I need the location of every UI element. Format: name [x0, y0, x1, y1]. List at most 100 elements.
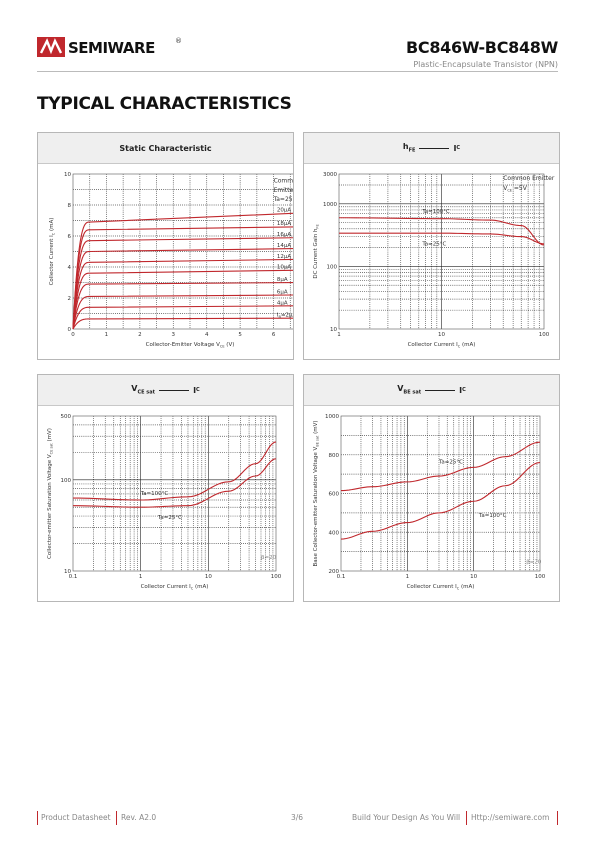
series-line — [339, 232, 545, 245]
title-dash — [425, 389, 456, 391]
x-axis-label: Collector Current IC (mA) — [408, 342, 476, 349]
x-tick-label: 4 — [205, 332, 209, 338]
x-tick-label: 100 — [539, 332, 550, 338]
y-tick-label: 100 — [327, 264, 338, 270]
y-tick-label: 600 — [329, 492, 340, 498]
x-tick-label: 5 — [238, 332, 242, 338]
x-axis-label: Collector-Emitter Voltage VCE (V) — [146, 342, 235, 349]
footer-accent-left — [37, 811, 38, 825]
y-tick-label: 6 — [68, 234, 72, 240]
series-line — [340, 461, 541, 540]
annotation-beta: β=20 — [526, 559, 542, 565]
footer-doc-type: Product Datasheet — [41, 813, 111, 822]
brand-logo: SEMIWARE ® — [37, 37, 182, 63]
x-tick-label: 1 — [139, 574, 143, 580]
y-tick-label: 8 — [68, 203, 72, 209]
series-line — [72, 305, 293, 330]
y-axis-label: Collector Current IC (mA) — [49, 218, 56, 286]
y-tick-label: 200 — [329, 569, 340, 575]
y-tick-label: 1000 — [325, 414, 339, 420]
series-label: 12μA — [277, 254, 291, 260]
annotation-common-emitter: Common Emitter — [503, 175, 555, 182]
chart-panel-static-characteristic: Static Characteristic 012345670246810Col… — [37, 132, 294, 360]
series-label: 10μA — [277, 265, 291, 271]
y-tick-label: 10 — [64, 569, 71, 575]
x-tick-label: 10 — [470, 574, 477, 580]
series-line — [338, 217, 545, 246]
annotation-beta: β=20 — [261, 555, 277, 561]
y-tick-label: 800 — [329, 453, 340, 459]
plot-frame — [72, 173, 293, 330]
x-axis-label: Collector Current IC (mA) — [141, 584, 209, 591]
y-tick-label: 10 — [64, 172, 71, 178]
plot-area: 0.1 1 10 100 10 100 500 Collector Current IC (m… — [47, 414, 282, 591]
footer-url[interactable]: Http://semiware.com — [471, 813, 550, 822]
chart-title-text: VCE sat — [131, 384, 156, 396]
title-dash — [419, 147, 450, 149]
y-tick-label: 100 — [61, 478, 72, 484]
series-line — [72, 458, 277, 508]
y-axis-label: Collector-emitter Saturation Voltage VCE… — [47, 428, 54, 559]
annotation-temperature: Ta=25°C — [273, 196, 293, 203]
series-label: Ta=25°C — [421, 242, 446, 248]
annotation-emitter: Emitter — [274, 187, 293, 194]
chart-title-text: hFE — [402, 142, 416, 154]
annotation-common: Common — [274, 178, 293, 185]
section-title: TYPICAL CHARACTERISTICS — [37, 94, 292, 114]
series-label: Ta=100°C — [421, 209, 450, 215]
plot-frame — [338, 173, 545, 330]
footer-accent — [466, 811, 467, 825]
annotation-vce: VCE =5V — [503, 185, 528, 193]
y-tick-label: 400 — [329, 530, 340, 536]
series-line — [72, 441, 277, 501]
brand-logo-icon — [37, 37, 65, 57]
x-tick-label: 100 — [535, 574, 546, 580]
x-tick-label: 1 — [337, 332, 341, 338]
x-tick-label: 1 — [406, 574, 410, 580]
series-label: 14μA — [277, 243, 291, 249]
series-line — [72, 282, 293, 330]
registered-mark: ® — [175, 37, 182, 45]
chart-title-text: Static Characteristic — [119, 143, 212, 153]
x-tick-label: 1 — [105, 332, 109, 338]
chart-vcesat-ic: 0.1 1 10 100 10 100 500 Collector Current IC (m… — [47, 414, 282, 591]
series-label: Ta=25°C — [157, 515, 182, 521]
series-label: IB=2μA — [277, 313, 293, 320]
series-line — [72, 258, 293, 330]
y-tick-label: 0 — [68, 327, 72, 333]
x-tick-label: 3 — [172, 332, 176, 338]
y-tick-label: 500 — [61, 414, 72, 420]
series-label: Ta=100°C — [140, 491, 169, 497]
x-tick-label: 0.1 — [69, 574, 78, 580]
series-label: 16μA — [277, 232, 291, 238]
series-line — [72, 317, 293, 330]
chart-vbesat-ic: 0.1 1 10 100 200 400 600 800 1000 Collector Curre… — [313, 414, 546, 591]
series-label: 4μA — [277, 300, 288, 306]
y-tick-label: 10 — [330, 327, 337, 333]
series-label: 8μA — [277, 277, 288, 283]
x-tick-label: 2 — [138, 332, 142, 338]
series-line — [72, 248, 293, 330]
footer-tagline: Build Your Design As You Will — [352, 813, 461, 822]
series-label: Ta=100°C — [478, 513, 507, 519]
x-tick-label: 10 — [205, 574, 212, 580]
y-tick-label: 3000 — [323, 172, 337, 178]
document-title: BC846W-BC848W — [406, 38, 558, 57]
series-label: 18μA — [277, 221, 291, 227]
x-tick-label: 0.1 — [337, 574, 346, 580]
title-dash — [159, 389, 190, 391]
series-label: Ta=25°C — [438, 459, 463, 465]
series-label: 6μA — [277, 289, 288, 295]
plot-frame — [72, 415, 277, 572]
series-line — [340, 441, 541, 492]
brand-name: SEMIWARE — [68, 39, 155, 57]
footer-page-number: 3/6 — [291, 813, 304, 822]
y-tick-label: 2 — [68, 296, 72, 302]
y-axis-label: DC Current Gain hFE — [313, 224, 320, 278]
